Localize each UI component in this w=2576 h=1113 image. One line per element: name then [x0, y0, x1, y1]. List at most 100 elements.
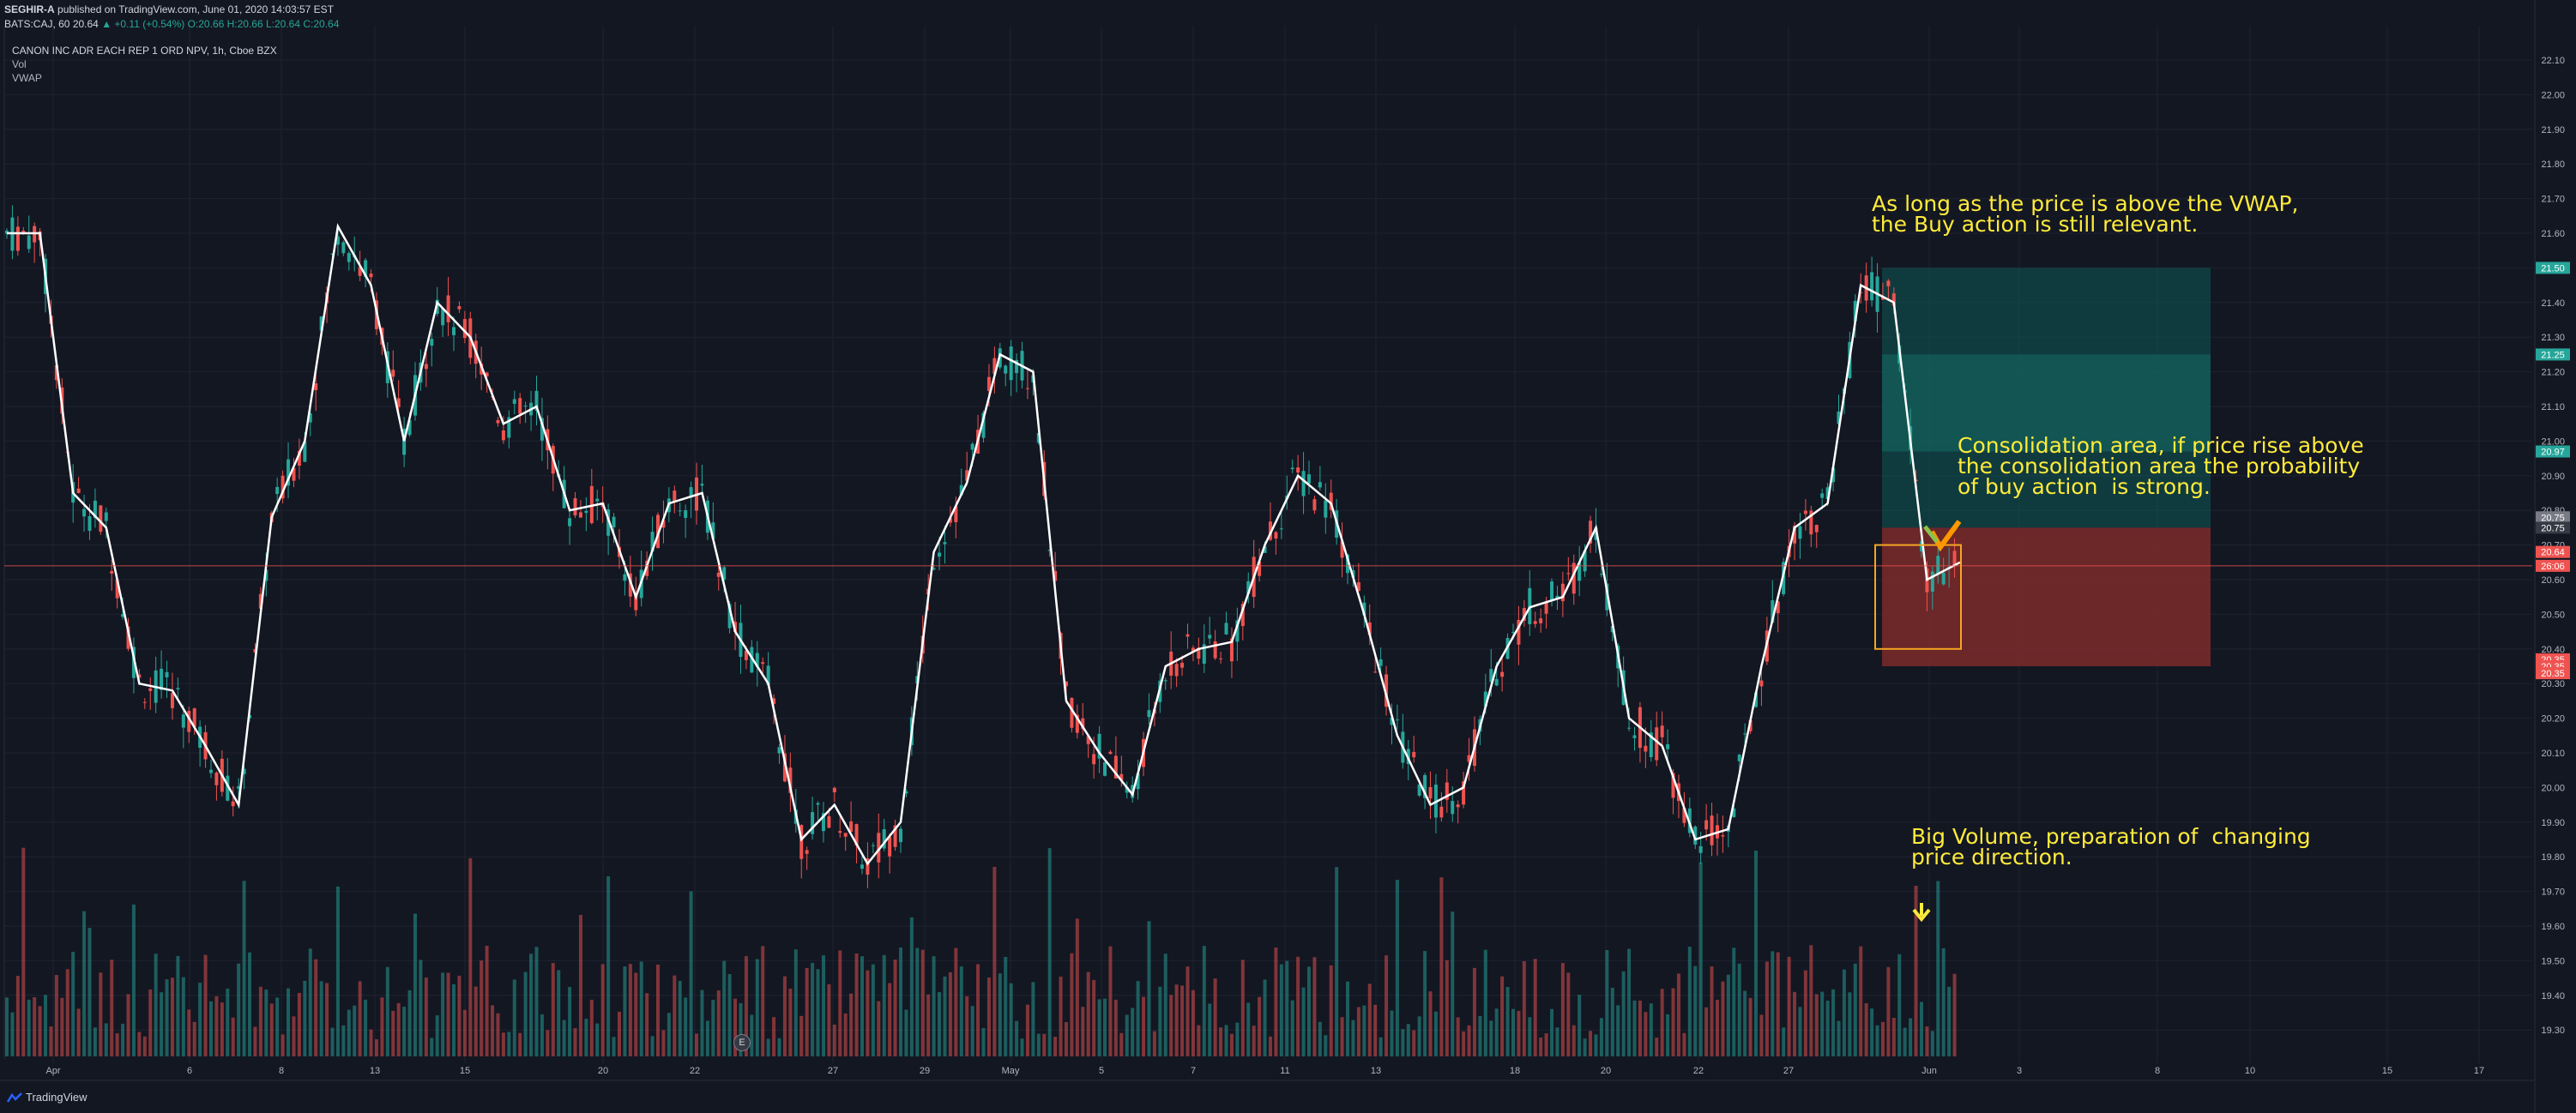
volume-bar [325, 983, 329, 1056]
candle-body [319, 316, 323, 331]
stop-zone [1882, 527, 2211, 666]
x-tick-label: 8 [2155, 1066, 2160, 1076]
volume-bar [1081, 1007, 1085, 1056]
volume-bar [87, 928, 92, 1056]
candle-body [1329, 492, 1333, 510]
candle-body [292, 467, 296, 481]
tradingview-logo[interactable]: TradingView [7, 1091, 87, 1104]
volume-bar [568, 987, 572, 1056]
candle-body [860, 864, 864, 869]
candle-body [1936, 556, 1940, 575]
x-tick-label: 13 [1371, 1066, 1381, 1076]
volume-bar [1837, 1020, 1841, 1056]
candle-body [1870, 272, 1874, 301]
candle-body [335, 236, 340, 245]
y-tick-label: 21.90 [2541, 125, 2565, 135]
vwap-annotation[interactable]: As long as the price is above the VWAP, … [1872, 191, 2299, 237]
candle-body [1793, 526, 1797, 544]
candle-body [1522, 608, 1526, 621]
candle-body [1147, 710, 1151, 718]
volume-bar [562, 1020, 566, 1056]
candle-body [954, 506, 958, 523]
volume-bar [678, 980, 682, 1056]
candle-body [777, 747, 781, 754]
volume-bar [650, 1036, 655, 1056]
volume-bar [374, 1038, 378, 1056]
candle-body [899, 828, 903, 843]
volume-bar [1362, 1005, 1366, 1056]
candle-body [1092, 754, 1096, 765]
volume-bar [1180, 985, 1185, 1056]
volume-bar [496, 1013, 500, 1056]
volume-bar [1285, 960, 1289, 1056]
x-tick-label: 5 [1099, 1066, 1104, 1076]
y-tick-label: 21.20 [2541, 368, 2565, 378]
volume-bar [871, 964, 875, 1056]
legend-vol[interactable]: Vol [12, 58, 27, 70]
volume-bar [462, 1009, 467, 1056]
candle-body [1456, 804, 1460, 808]
y-tick-label: 20.60 [2541, 575, 2565, 586]
candle-body [187, 711, 191, 732]
volume-bar [860, 956, 864, 1056]
volume-bar [287, 988, 291, 1056]
volume-bar [1522, 960, 1526, 1056]
volume-bar [480, 960, 484, 1056]
candle-body [253, 648, 257, 653]
legend-title[interactable]: CANON INC ADR EACH REP 1 ORD NPV, 1h, Cb… [12, 45, 277, 57]
volume-annotation[interactable]: Big Volume, preparation of changing pric… [1911, 824, 2311, 869]
volume-bar [192, 1021, 196, 1056]
candle-body [650, 532, 655, 552]
volume-bar [1108, 946, 1113, 1056]
volume-bar [1004, 957, 1008, 1056]
volume-bar [1914, 885, 1918, 1056]
candle-body [1511, 631, 1515, 633]
candle-body [1385, 674, 1389, 707]
candle-body [986, 376, 991, 391]
y-tick-label: 20.50 [2541, 610, 2565, 620]
candle-body [275, 486, 280, 495]
volume-bar [121, 1023, 125, 1056]
volume-bar [909, 917, 914, 1056]
publisher-name[interactable]: SEGHIR-A [4, 3, 55, 15]
candle-body [943, 542, 947, 544]
earnings-marker[interactable]: E [733, 1034, 751, 1051]
volume-bar [992, 867, 997, 1056]
candle-body [1263, 545, 1267, 553]
volume-bar [1119, 1032, 1124, 1056]
volume-bar [110, 960, 114, 1056]
volume-bar [1351, 1020, 1355, 1056]
volume-bar [705, 1020, 709, 1056]
volume-bar [1787, 956, 1791, 1056]
candle-body [137, 674, 142, 678]
volume-bar [684, 997, 688, 1056]
volume-bar [1169, 995, 1173, 1056]
candle-body [1373, 671, 1378, 673]
volume-bar [1097, 999, 1101, 1056]
volume-bar [1831, 989, 1836, 1056]
candle-body [1258, 561, 1262, 576]
volume-bar [529, 954, 534, 1056]
volume-bar [1880, 1021, 1885, 1056]
candle-body [948, 518, 952, 523]
volume-bar [573, 1028, 577, 1056]
candle-body [1831, 467, 1836, 483]
legend-vwap[interactable]: VWAP [12, 72, 42, 84]
candle-body [407, 420, 412, 436]
volume-bar [115, 1032, 119, 1056]
x-tick-label: 8 [279, 1066, 284, 1076]
candle-body [1555, 595, 1559, 599]
candle-body [1550, 581, 1554, 601]
candle-body [606, 509, 611, 536]
volume-bar [904, 1009, 908, 1056]
candle-body [634, 593, 638, 611]
symbol-name[interactable]: BATS:CAJ, 60 [4, 18, 70, 30]
volume-bar [1086, 972, 1090, 1056]
volume-bar [1627, 948, 1632, 1056]
consolidation-annotation[interactable]: Consolidation area, if price rise above … [1958, 433, 2364, 499]
volume-bar [695, 1033, 699, 1056]
candle-body [1367, 622, 1372, 635]
volume-bar [777, 1038, 781, 1056]
candle-body [1428, 786, 1433, 799]
